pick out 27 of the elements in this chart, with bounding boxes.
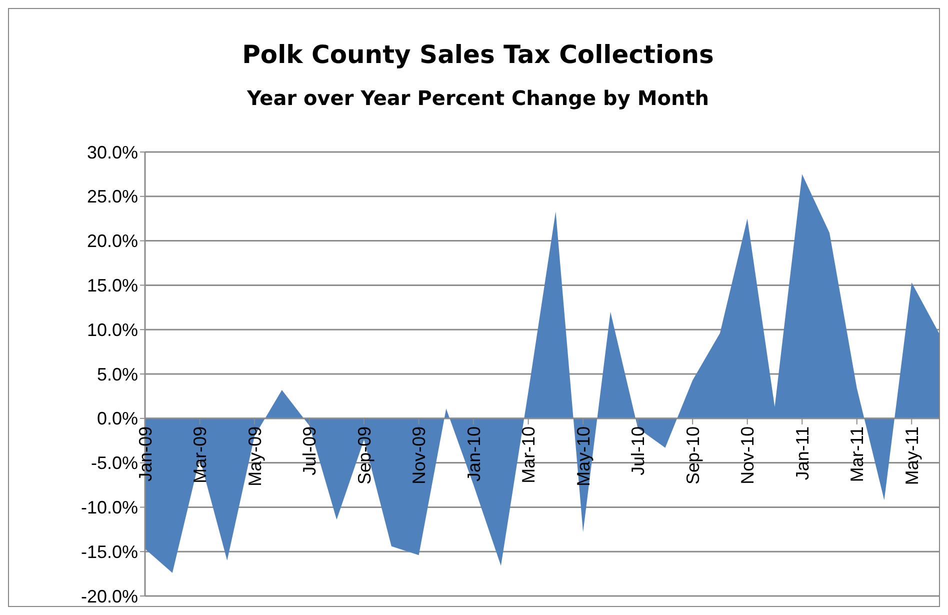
y-tick-label: -20.0% xyxy=(80,586,138,606)
y-tick-label: -10.0% xyxy=(80,498,138,518)
x-tick-label: Sep-10 xyxy=(682,426,703,484)
y-tick-label: 15.0% xyxy=(86,276,138,296)
y-tick-label: 25.0% xyxy=(86,186,138,207)
x-tick-label: Jul-09 xyxy=(300,426,320,476)
y-tick-label: 5.0% xyxy=(96,364,138,384)
x-tick-label: Jul-10 xyxy=(628,426,648,476)
x-tick-label: Sep-09 xyxy=(354,426,374,484)
chart-subtitle: Year over Year Percent Change by Month xyxy=(246,86,709,110)
y-tick-label: 20.0% xyxy=(86,231,138,252)
x-tick-label: Jan-11 xyxy=(792,426,812,480)
y-tick-label: 0.0% xyxy=(96,408,138,429)
x-tick-label: Nov-10 xyxy=(738,426,758,484)
x-tick-label: Mar-10 xyxy=(518,426,539,484)
x-tick-label: Nov-09 xyxy=(409,426,430,484)
chart-title: Polk County Sales Tax Collections xyxy=(242,40,714,69)
x-tick-label: Mar-09 xyxy=(190,426,210,484)
x-tick-label: May-11 xyxy=(902,426,922,486)
y-tick-label: 30.0% xyxy=(86,142,138,162)
x-tick-label: May-09 xyxy=(244,426,265,486)
y-tick-label: -5.0% xyxy=(90,453,138,474)
x-tick-label: Jan-10 xyxy=(464,426,484,482)
x-tick-label: May-10 xyxy=(573,426,594,486)
y-tick-label: -15.0% xyxy=(80,542,138,562)
x-tick-label: Mar-11 xyxy=(847,426,868,482)
y-tick-label: 10.0% xyxy=(86,320,138,340)
